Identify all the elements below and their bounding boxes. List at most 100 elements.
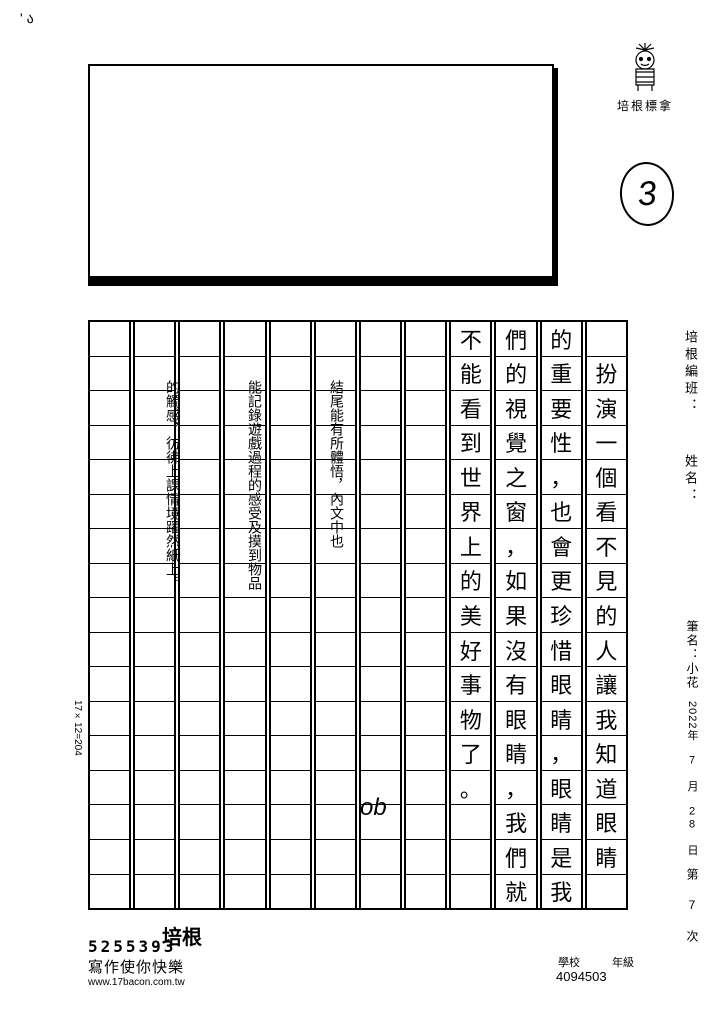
grid-cell: 了 bbox=[451, 736, 490, 771]
grid-cell bbox=[271, 736, 310, 771]
grid-cell bbox=[135, 875, 174, 909]
grid-cell bbox=[90, 702, 129, 737]
grid-cell bbox=[361, 357, 400, 392]
grid-cell bbox=[180, 736, 219, 771]
grid-cell bbox=[406, 426, 445, 461]
grid-cell bbox=[90, 564, 129, 599]
grid-cell bbox=[90, 840, 129, 875]
footer-school-label: 學校 bbox=[558, 954, 580, 970]
stray-marks: ' ა bbox=[20, 10, 34, 27]
grid-cell: 睛 bbox=[496, 736, 535, 771]
penname-label: 筆名： bbox=[685, 620, 699, 662]
grid-cell bbox=[90, 529, 129, 564]
grid-cell: 重 bbox=[542, 357, 581, 392]
grid-cell: ， bbox=[542, 460, 581, 495]
grid-cell: 們 bbox=[496, 840, 535, 875]
grid-cell bbox=[90, 426, 129, 461]
grid-cell bbox=[361, 875, 400, 909]
grid-cell: 能 bbox=[451, 357, 490, 392]
grid-cell bbox=[406, 357, 445, 392]
grid-cell bbox=[180, 426, 219, 461]
page: ' ა 培根標拿 3 培根編班： 姓名： 筆名：小花 2022年 7 月 28 … bbox=[0, 0, 724, 1024]
grid-column: 不能看到世界上的美好事物了。 bbox=[445, 322, 490, 908]
grid-cell: 個 bbox=[587, 460, 626, 495]
grid-cell bbox=[406, 322, 445, 357]
footer-grade-label: 年級 bbox=[612, 954, 634, 970]
grid-cell bbox=[90, 598, 129, 633]
grid-cell bbox=[180, 495, 219, 530]
grid-cell: 之 bbox=[496, 460, 535, 495]
grid-cell: 睛 bbox=[587, 840, 626, 875]
grid-cell bbox=[180, 667, 219, 702]
date-text: 年 7 月 28 日 bbox=[686, 730, 698, 857]
top-box bbox=[88, 64, 554, 278]
page-number-circle: 3 bbox=[617, 160, 676, 228]
grid-cell bbox=[271, 564, 310, 599]
page-number: 3 bbox=[636, 174, 658, 215]
grid-cell: 眼 bbox=[496, 702, 535, 737]
grid-cell bbox=[587, 875, 626, 909]
grid-cell bbox=[361, 564, 400, 599]
grid-column bbox=[90, 322, 129, 908]
grid-cell bbox=[406, 805, 445, 840]
mascot-label: 培根標拿 bbox=[610, 97, 680, 114]
grid-cell: 好 bbox=[451, 633, 490, 668]
grid-cell bbox=[271, 805, 310, 840]
grid-cell bbox=[361, 322, 400, 357]
grid-cell bbox=[406, 391, 445, 426]
grid-cell: 美 bbox=[451, 598, 490, 633]
grid-column: 們的視覺之窗，如果沒有眼睛，我們就 bbox=[490, 322, 535, 908]
grid-cell: 窗 bbox=[496, 495, 535, 530]
grid-cell bbox=[451, 805, 490, 840]
grid-cell: 覺 bbox=[496, 426, 535, 461]
grid-cell: 見 bbox=[587, 564, 626, 599]
grid-cell: 睛 bbox=[542, 702, 581, 737]
grid-cell bbox=[316, 322, 355, 357]
grid-cell: 更 bbox=[542, 564, 581, 599]
grid-cell: 界 bbox=[451, 495, 490, 530]
grid-cell: 珍 bbox=[542, 598, 581, 633]
grid-column bbox=[400, 322, 445, 908]
grid-cell bbox=[90, 460, 129, 495]
teacher-note-1: 結尾能有所體悟，內文中也 bbox=[326, 380, 347, 880]
grid-cell bbox=[406, 840, 445, 875]
grid-cell bbox=[406, 702, 445, 737]
grid-cell: 知 bbox=[587, 736, 626, 771]
grid-cell: 會 bbox=[542, 529, 581, 564]
grid-cell: 看 bbox=[451, 391, 490, 426]
grid-cell bbox=[180, 460, 219, 495]
footer-slogan: 寫作使你快樂 bbox=[88, 956, 185, 977]
grid-cell: 的 bbox=[451, 564, 490, 599]
grid-cell bbox=[271, 357, 310, 392]
mascot-icon bbox=[624, 42, 666, 92]
grid-cell: 。 bbox=[451, 771, 490, 806]
grid-cell bbox=[180, 564, 219, 599]
grid-cell: 性 bbox=[542, 426, 581, 461]
grid-cell: 沒 bbox=[496, 633, 535, 668]
grid-cell: 的 bbox=[542, 322, 581, 357]
grid-cell bbox=[361, 460, 400, 495]
grid-cell: 眼 bbox=[542, 771, 581, 806]
grid-cell bbox=[180, 702, 219, 737]
grid-cell bbox=[406, 633, 445, 668]
grid-cell: 我 bbox=[496, 805, 535, 840]
grid-cell: 道 bbox=[587, 771, 626, 806]
mascot: 培根標拿 bbox=[610, 42, 680, 114]
grid-cell: 睛 bbox=[542, 805, 581, 840]
grid-column bbox=[265, 322, 310, 908]
grid-cell bbox=[271, 460, 310, 495]
grid-cell bbox=[361, 840, 400, 875]
grid-cell: 讓 bbox=[587, 667, 626, 702]
grid-cell bbox=[180, 391, 219, 426]
grid-cell bbox=[180, 840, 219, 875]
grid-cell bbox=[271, 667, 310, 702]
grid-cell: 視 bbox=[496, 391, 535, 426]
grid-cell: 物 bbox=[451, 702, 490, 737]
grid-cell: 果 bbox=[496, 598, 535, 633]
grid-cell bbox=[271, 426, 310, 461]
grid-cell bbox=[271, 633, 310, 668]
grid-cell bbox=[180, 875, 219, 909]
penname-value: 小花 bbox=[685, 662, 699, 690]
grid-cell: 我 bbox=[587, 702, 626, 737]
grid-cell bbox=[406, 736, 445, 771]
